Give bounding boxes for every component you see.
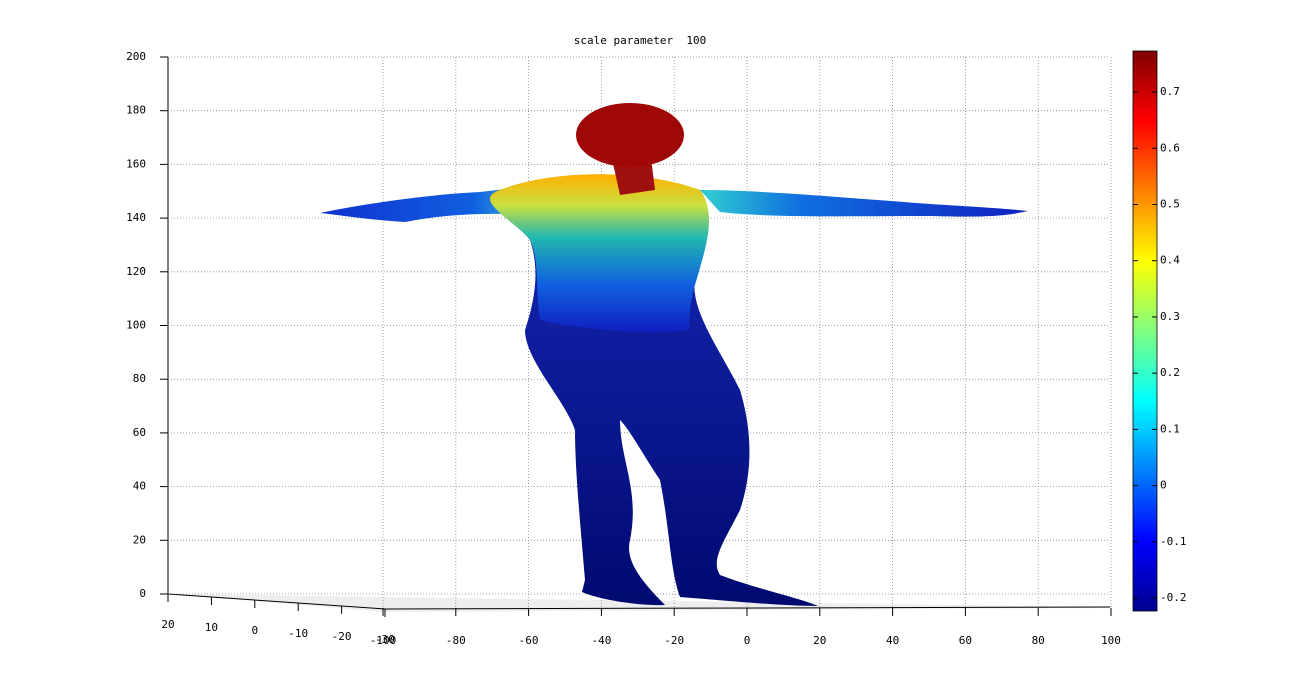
mesh-body [320,103,1028,606]
x-tick-label: -60 [519,634,539,647]
left-arm [320,185,540,222]
colorbar-tick-label: 0.7 [1160,85,1180,98]
y-tick-label: -20 [332,630,352,643]
y-tick-label: 20 [161,618,174,631]
right-arm [700,190,1028,217]
colorbar-tick-label: -0.1 [1160,535,1187,548]
x-tick-label: -20 [664,634,684,647]
z-tick-label: 140 [126,211,146,224]
z-tick-label: 180 [126,104,146,117]
colorbar [1132,50,1158,612]
x-tick-label: 100 [1101,634,1121,647]
colorbar-tick-label: 0.4 [1160,254,1180,267]
x-tick-label: 20 [813,634,826,647]
z-tick-label: 40 [133,480,146,493]
z-tick-label: 200 [126,50,146,63]
z-tick-label: 160 [126,157,146,170]
colorbar-tick-label: -0.2 [1160,591,1187,604]
colorbar-tick-label: 0.1 [1160,422,1180,435]
x-tick-label: -80 [446,634,466,647]
colorbar-tick-label: 0.5 [1160,197,1180,210]
colorbar-tick-label: 0.6 [1160,141,1180,154]
colorbar-tick-label: 0.3 [1160,310,1180,323]
x-tick-label: 60 [959,634,972,647]
x-tick-label: -40 [591,634,611,647]
z-tick-label: 60 [133,426,146,439]
x-tick-label: 80 [1032,634,1045,647]
y-axis-line [167,593,386,610]
colorbar-tick-label: 0.2 [1160,366,1180,379]
z-tick-label: 20 [133,533,146,546]
z-tick-label: 0 [139,587,146,600]
chart-title: scale parameter 100 [574,34,706,47]
z-tick-label: 80 [133,372,146,385]
x-tick-label: 40 [886,634,899,647]
colorbar-tick-label: 0 [1160,479,1167,492]
y-tick-label: 10 [205,621,218,634]
torso [489,174,709,332]
z-tick-label: 100 [126,319,146,332]
head [576,103,684,167]
y-tick-label: -30 [375,633,395,646]
x-tick-label: -100 [370,634,397,647]
y-tick-label: -10 [288,627,308,640]
z-tick-label: 120 [126,265,146,278]
x-tick-label: 0 [744,634,751,647]
y-tick-label: 0 [251,624,258,637]
